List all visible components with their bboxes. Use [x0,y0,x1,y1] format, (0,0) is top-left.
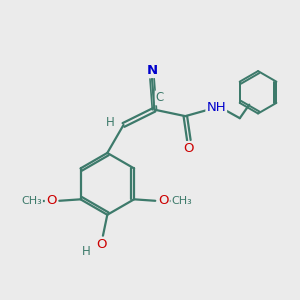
Text: O: O [184,142,194,155]
Text: C: C [156,92,164,104]
Text: CH₃: CH₃ [21,196,42,206]
Text: O: O [158,194,169,207]
Text: O: O [96,238,107,251]
Text: CH₃: CH₃ [171,196,192,206]
Text: H: H [82,245,91,258]
Text: N: N [146,64,158,77]
Text: H: H [106,116,115,128]
Text: NH: NH [206,101,226,114]
Text: O: O [46,194,56,207]
